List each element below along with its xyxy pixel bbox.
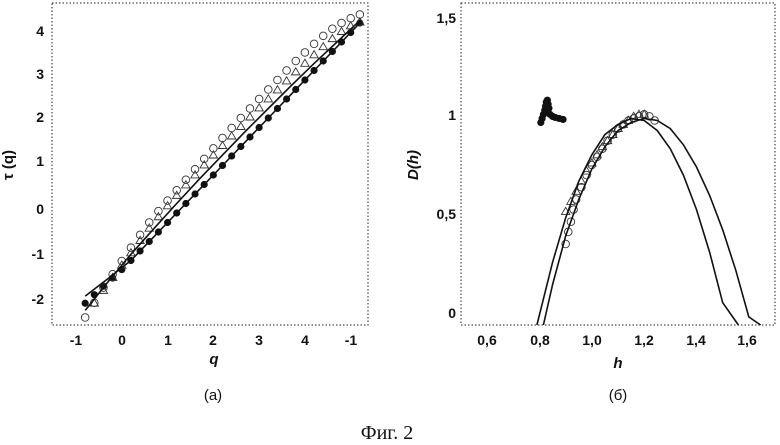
series-1-point [246, 105, 254, 113]
series-1-point [191, 166, 199, 174]
panel-a-y-tick: 0 [36, 201, 44, 217]
series-2-point [237, 122, 245, 129]
panel-a-x-tick: 0 [118, 332, 126, 348]
series-1-point [292, 57, 300, 65]
series-0-point [545, 105, 552, 112]
panel-b-y-tick: 1 [448, 107, 456, 123]
series-1-point [264, 86, 272, 94]
series-2-point [227, 132, 235, 139]
panel-b-x-tick: 1,0 [582, 332, 602, 348]
series-2-point [292, 68, 300, 75]
figure: 4 3 2 1 0 -1 -2 -1 0 1 2 3 4 -1 q τ (q) … [0, 0, 780, 445]
series-1-point [228, 124, 236, 132]
panel-a-frame [52, 3, 368, 325]
series-1-point [255, 95, 263, 103]
series-1-point [164, 197, 172, 205]
panel-b-x-tick: 0,8 [530, 332, 550, 348]
panel-a: 4 3 2 1 0 -1 -2 -1 0 1 2 3 4 -1 q τ (q) … [0, 3, 368, 404]
series-1-point [145, 219, 153, 227]
panel-a-x-tick: -1 [345, 332, 358, 348]
panel-b: 1,5 1 0,5 0 0,6 0,8 1,0 1,2 1,4 1,6 h D(… [405, 3, 775, 404]
panel-a-x-tick: 1 [164, 332, 172, 348]
series-1-point [237, 114, 245, 122]
panel-a-y-tick: 2 [36, 109, 44, 125]
series-2-point [273, 86, 281, 93]
panel-a-x-axis-label: q [209, 351, 218, 368]
series-2-point [264, 95, 272, 102]
panel-b-y-tick: 1,5 [437, 10, 457, 26]
panel-b-caption: (б) [609, 387, 628, 404]
series-2-point [337, 27, 345, 34]
series-2-point [346, 22, 354, 29]
panel-a-x-tick: -1 [70, 332, 83, 348]
series-1-point [283, 67, 291, 75]
series-2-point [301, 59, 309, 66]
panel-b-frame [461, 3, 775, 325]
series-2-point [218, 141, 226, 148]
figure-caption: Фиг. 2 [361, 422, 413, 444]
series-1-point [310, 40, 318, 48]
panel-b-plot-area [537, 97, 761, 325]
panel-b-x-tick: 1,6 [737, 332, 757, 348]
series-4-line [543, 118, 760, 325]
series-2-point [328, 34, 336, 41]
series-2-point [246, 113, 254, 120]
panel-a-x-ticks: -1 0 1 2 3 4 -1 [70, 332, 358, 348]
series-1-point [182, 176, 190, 184]
panel-a-x-tick: 3 [255, 332, 263, 348]
series-2-point [310, 51, 318, 58]
series-1-point [136, 231, 144, 239]
series-1-point [274, 76, 282, 84]
series-2-point [255, 104, 263, 111]
panel-b-x-tick: 1,2 [634, 332, 654, 348]
series-1-point [338, 19, 346, 27]
series-4-line [85, 23, 360, 296]
panel-b-y-tick: 0,5 [437, 206, 457, 222]
panel-a-plot-area [81, 11, 364, 322]
series-2-point [319, 43, 327, 50]
series-1-point [319, 32, 327, 40]
series-0-point [82, 300, 89, 307]
panel-b-y-ticks: 1,5 1 0,5 0 [437, 10, 457, 321]
panel-b-x-tick: 1,4 [686, 332, 706, 348]
panel-b-x-tick: 0,6 [477, 332, 497, 348]
panel-a-y-ticks: 4 3 2 1 0 -1 -2 [32, 23, 45, 307]
series-2-point [282, 77, 290, 84]
panel-a-y-tick: -1 [32, 246, 45, 262]
series-1-point [155, 207, 163, 215]
panel-a-caption: (а) [204, 387, 222, 404]
panel-a-y-tick: 4 [36, 23, 44, 39]
panel-a-y-axis-label: τ (q) [0, 150, 17, 180]
series-1-point [173, 186, 181, 194]
series-1-point [329, 25, 337, 33]
panel-a-x-tick: 2 [209, 332, 217, 348]
panel-a-y-tick: -2 [32, 291, 45, 307]
panel-b-y-tick: 0 [448, 305, 456, 321]
panel-a-y-tick: 1 [36, 153, 44, 169]
series-0-point [559, 116, 566, 123]
panel-b-x-axis-label: h [613, 355, 622, 372]
series-1-point [301, 49, 309, 57]
series-1-point [81, 314, 89, 322]
panel-b-y-axis-label: D(h) [405, 150, 422, 180]
panel-b-x-ticks: 0,6 0,8 1,0 1,2 1,4 1,6 [477, 332, 757, 348]
panel-a-x-tick: 4 [301, 332, 309, 348]
panel-a-y-tick: 3 [36, 66, 44, 82]
